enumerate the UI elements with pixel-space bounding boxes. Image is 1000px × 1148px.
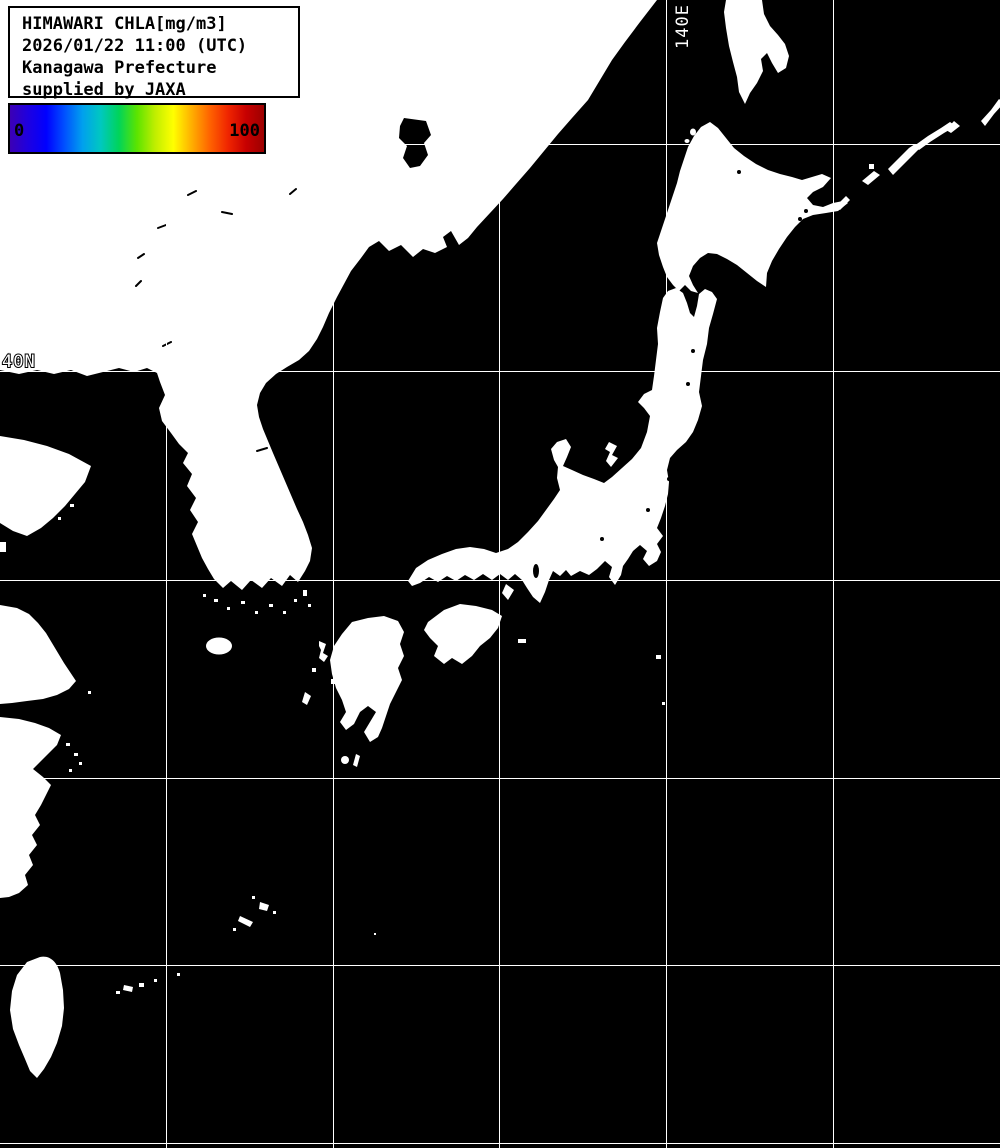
- landmass-china-zhejiang: [0, 717, 61, 898]
- colorbar-min-label: 0: [14, 120, 25, 141]
- landmass-sado: [605, 442, 618, 467]
- info-line-credit: supplied by JAXA: [22, 80, 186, 100]
- landmass-liaodong: [0, 436, 91, 536]
- lon-grid-label: 140E: [673, 4, 693, 49]
- info-line-datetime: 2026/01/22 11:00 (UTC): [22, 36, 248, 56]
- landmass-tanegashima: [353, 754, 360, 767]
- landmass-ryukyu: [116, 896, 376, 994]
- lake-khanka: [399, 118, 431, 168]
- landmass-kurils: [836, 99, 1000, 210]
- landmass-shikoku: [424, 604, 502, 664]
- landmass-izu-islands: [656, 655, 661, 659]
- landmass-awaji: [502, 584, 514, 600]
- info-box: HIMAWARI CHLA[mg/m3] 2026/01/22 11:00 (U…: [8, 6, 300, 100]
- landmass-china-jiangsu: [0, 605, 76, 704]
- colorbar-gradient: 0 100: [8, 103, 266, 154]
- landmass-sakhalin: [724, 0, 789, 104]
- info-line-product: HIMAWARI CHLA[mg/m3]: [22, 14, 227, 34]
- landmass-taiwan: [10, 956, 64, 1078]
- landmass-tsushima: [319, 641, 328, 662]
- landmass-honshu: [408, 288, 717, 603]
- lat-grid-label: 40N: [2, 352, 36, 372]
- landmass-hokkaido: [657, 122, 848, 293]
- lake-biwa: [533, 564, 539, 578]
- colorbar-max-label: 100: [229, 120, 260, 141]
- landmass-kyushu: [330, 616, 404, 742]
- landmass-korea-islets: [203, 594, 297, 614]
- info-line-region: Kanagawa Prefecture: [22, 58, 217, 78]
- landmass-jeju: [206, 637, 232, 655]
- inland-water: [399, 118, 808, 578]
